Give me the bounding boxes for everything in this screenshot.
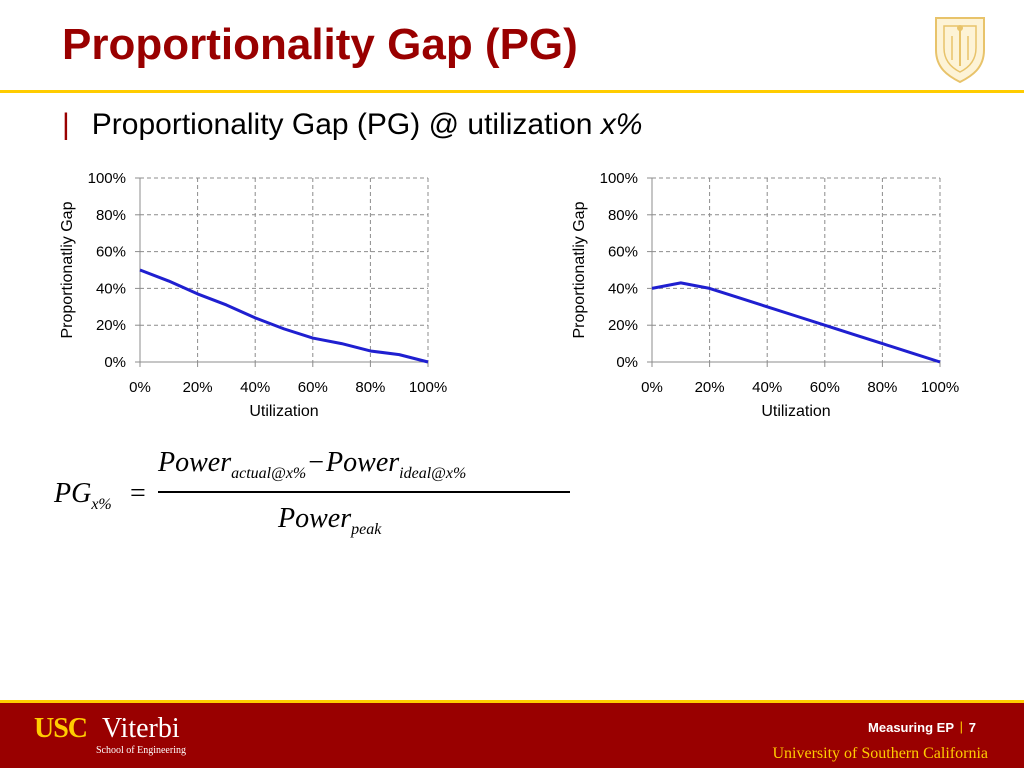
right-chart-x-tick-label: 60% xyxy=(810,379,840,396)
right-chart-y-tick-label: 80% xyxy=(608,207,638,224)
chart-right: 0% 20% 40% 60% 80% 100% 0% 20% 40% 60% 80% 100% Util… xyxy=(562,162,982,429)
left-chart-y-axis-title: Proportionatliy Gap xyxy=(59,201,76,338)
footer-divider xyxy=(0,700,1024,703)
bullet-mark: | xyxy=(62,108,70,141)
title-divider xyxy=(0,90,1024,93)
right-chart-y-tick-label: 100% xyxy=(600,170,638,187)
formula-equals: = xyxy=(130,478,146,509)
left-chart-x-tick-label: 100% xyxy=(409,379,447,396)
left-chart-series-line xyxy=(139,268,429,364)
left-chart-x-tick-label: 0% xyxy=(129,379,151,396)
left-chart-y-tick-label: 100% xyxy=(88,170,126,187)
formula-numerator: Poweractual@x%−Powerideal@x% xyxy=(158,447,466,483)
left-chart-y-tick-label: 80% xyxy=(96,207,126,224)
right-chart-y-axis-title: Proportionatliy Gap xyxy=(571,201,588,338)
left-chart-y-tick-label: 40% xyxy=(96,280,126,297)
right-chart-y-tick-label: 20% xyxy=(608,317,638,334)
formula-lhs-symbol: PG xyxy=(54,478,92,509)
right-chart-y-tick-label: 0% xyxy=(616,354,638,371)
right-chart-series-line xyxy=(651,281,941,364)
formula-power-actual: Power xyxy=(158,447,232,478)
footer-section-name: Measuring EP xyxy=(868,720,954,735)
viterbi-logo-text: Viterbi xyxy=(102,713,180,744)
right-chart-y-tick-label: 40% xyxy=(608,280,638,297)
bullet-text: Proportionality Gap (PG) @ utilization xyxy=(91,108,601,141)
formula-lhs: PGx% xyxy=(54,478,112,514)
left-chart-y-tick-label: 20% xyxy=(96,317,126,334)
formula-denominator: Powerpeak xyxy=(278,503,381,539)
formula-lhs-subscript: x% xyxy=(91,496,112,513)
usc-seal-icon xyxy=(930,14,990,89)
formula-power-peak: Power xyxy=(278,503,352,534)
right-chart-y-tick-label: 60% xyxy=(608,244,638,261)
footer-bar xyxy=(0,700,1024,768)
left-chart-x-tick-label: 60% xyxy=(298,379,328,396)
school-name: School of Engineering xyxy=(96,745,186,756)
formula-minus: − xyxy=(308,447,325,478)
chart-right-svg: 0% 20% 40% 60% 80% 100% 0% 20% 40% 60% 80% 100% Util… xyxy=(571,170,959,420)
right-chart-x-tick-label: 40% xyxy=(752,379,782,396)
right-chart-x-tick-label: 20% xyxy=(695,379,725,396)
page-number: 7 xyxy=(968,720,976,735)
left-chart-x-tick-label: 40% xyxy=(240,379,270,396)
footer-separator: | xyxy=(959,719,963,734)
bullet-item: | Proportionality Gap (PG) @ utilization … xyxy=(62,108,642,142)
usc-logo-text: USC xyxy=(34,713,88,744)
university-name: University of Southern California xyxy=(772,745,988,762)
right-chart-x-tick-label: 0% xyxy=(641,379,663,396)
left-chart-x-tick-label: 20% xyxy=(183,379,213,396)
left-chart-x-tick-label: 80% xyxy=(355,379,385,396)
formula-fraction-bar xyxy=(158,491,570,493)
right-chart-x-tick-label: 100% xyxy=(921,379,959,396)
bullet-variable: x% xyxy=(600,108,643,141)
left-chart-y-tick-label: 0% xyxy=(104,354,126,371)
formula-peak-subscript: peak xyxy=(351,521,382,538)
slide-title: Proportionality Gap (PG) xyxy=(62,20,578,69)
formula-power-ideal: Power xyxy=(326,447,400,478)
chart-left: 0% 20% 40% 60% 80% 100% 0% 20% 40% 60% 80% 100% Util… xyxy=(50,162,470,429)
right-chart-x-tick-label: 80% xyxy=(867,379,897,396)
right-chart-x-axis-title: Utilization xyxy=(761,403,830,420)
left-chart-x-axis-title: Utilization xyxy=(249,403,318,420)
chart-left-svg: 0% 20% 40% 60% 80% 100% 0% 20% 40% 60% 80% 100% Util… xyxy=(59,170,447,420)
formula-ideal-subscript: ideal@x% xyxy=(399,465,467,482)
formula-actual-subscript: actual@x% xyxy=(231,465,307,482)
left-chart-y-tick-label: 60% xyxy=(96,244,126,261)
